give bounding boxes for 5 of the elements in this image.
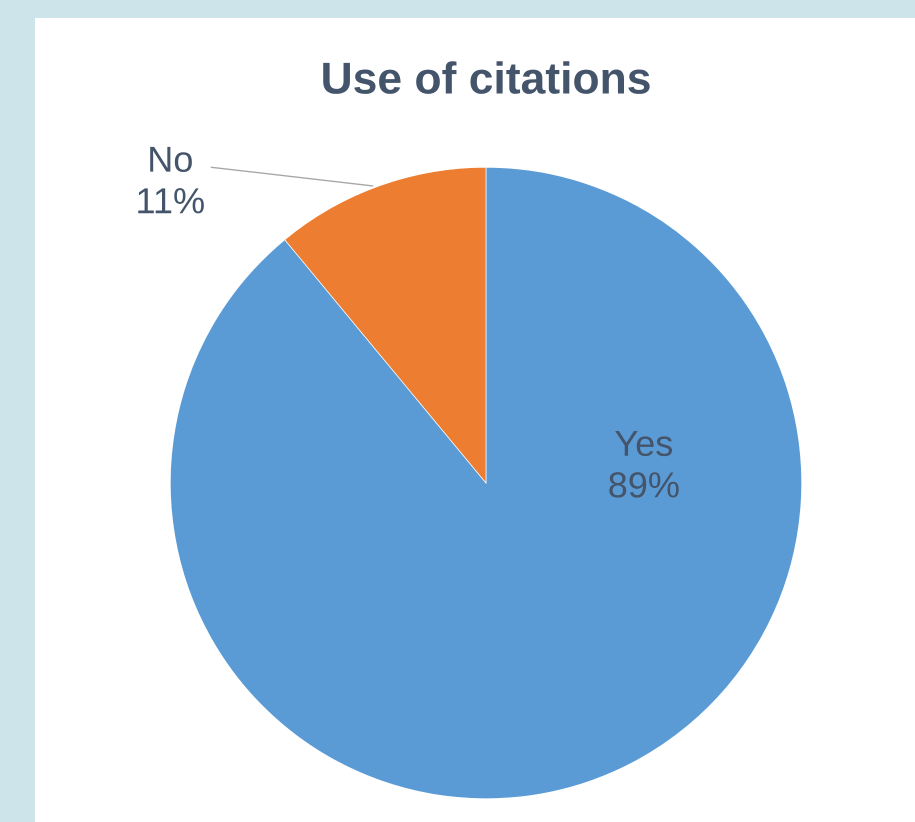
slice-label: Yes	[615, 430, 672, 456]
chart-title: Use of citations	[323, 61, 650, 94]
data-label: 11%	[138, 188, 204, 214]
slice-label: No	[150, 146, 192, 172]
data-label: 89%	[609, 472, 679, 498]
